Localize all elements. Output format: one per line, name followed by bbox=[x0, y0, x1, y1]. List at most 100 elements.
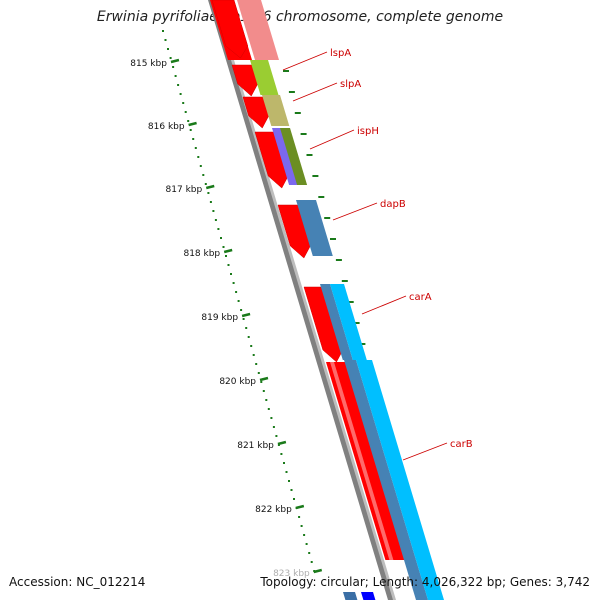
axis-dot bbox=[172, 66, 175, 68]
axis-dot bbox=[300, 525, 303, 527]
axis-dot bbox=[283, 462, 285, 464]
axis-dot bbox=[308, 552, 311, 554]
major-tick bbox=[170, 58, 180, 64]
cds-arrow bbox=[231, 64, 258, 97]
strand-mark bbox=[306, 154, 313, 156]
gene-bar-ispH bbox=[280, 128, 308, 185]
gene-label-dapB: dapB bbox=[380, 199, 406, 210]
gene-bar-slpA bbox=[262, 95, 290, 126]
gene-bar-bottom bbox=[361, 592, 376, 600]
tick-label: 823 kbp bbox=[273, 569, 310, 579]
backbone-line-highlight bbox=[213, 0, 396, 600]
map-title: Erwinia pyrifoliae Ep1/96 chromosome, co… bbox=[96, 9, 504, 25]
axis-dot bbox=[265, 399, 268, 401]
tick-label: 815 kbp bbox=[130, 59, 167, 69]
axis-dot bbox=[197, 156, 200, 158]
axis-dot bbox=[275, 435, 278, 437]
axis-dot bbox=[267, 408, 270, 410]
axis-dot bbox=[252, 354, 255, 356]
axis-dot bbox=[293, 498, 295, 500]
axis-dot bbox=[169, 57, 172, 59]
axis-dot bbox=[199, 165, 202, 167]
major-tick bbox=[277, 440, 287, 446]
axis-dot bbox=[280, 453, 283, 455]
axis-dot bbox=[207, 192, 210, 194]
major-tick bbox=[205, 184, 215, 190]
axis-dot bbox=[270, 417, 273, 419]
tick-label: 818 kbp bbox=[183, 249, 220, 259]
major-tick bbox=[241, 312, 251, 318]
backbone-line bbox=[208, 0, 394, 600]
axis-dot bbox=[192, 138, 195, 140]
gene-label-ispH: ispH bbox=[357, 126, 379, 137]
axis-dot bbox=[204, 183, 207, 185]
axis-dot bbox=[225, 255, 227, 257]
axis-dot bbox=[262, 390, 265, 392]
strand-mark bbox=[347, 301, 354, 303]
axis-dot bbox=[247, 336, 250, 338]
axis-dot bbox=[237, 300, 240, 302]
axis-dot bbox=[232, 282, 235, 284]
axis-dot bbox=[164, 39, 167, 41]
axis-dot bbox=[194, 147, 197, 149]
axis-dot bbox=[242, 318, 245, 320]
axis-dot bbox=[303, 534, 306, 536]
axis-dot bbox=[222, 246, 225, 248]
label-leader-line bbox=[332, 202, 378, 221]
gene-label-carA: carA bbox=[409, 292, 432, 303]
cds-arrow bbox=[277, 204, 311, 259]
cds-arrow bbox=[254, 131, 289, 189]
major-tick bbox=[259, 376, 269, 382]
axis-dot bbox=[162, 30, 164, 32]
axis-dot bbox=[230, 273, 232, 275]
axis-dot bbox=[214, 219, 217, 221]
gene-bar-carA-cds bbox=[320, 284, 353, 360]
gene-label-lspA: lspA bbox=[330, 48, 351, 59]
tick-label: 822 kbp bbox=[255, 505, 292, 515]
cds-highlight bbox=[330, 362, 394, 560]
topology-text: Topology: circular; Length: 4,026,322 bp… bbox=[260, 575, 590, 589]
axis-dot bbox=[305, 543, 308, 545]
axis-dot bbox=[187, 120, 190, 122]
gene-bar-carB bbox=[356, 360, 444, 600]
axis-dot bbox=[245, 327, 248, 329]
tick-label: 817 kbp bbox=[166, 185, 203, 195]
major-tick bbox=[295, 504, 305, 510]
gene-label-slpA: slpA bbox=[340, 79, 361, 90]
axis-dot bbox=[310, 561, 313, 563]
strand-mark bbox=[330, 238, 336, 240]
axis-dot bbox=[179, 93, 182, 95]
gene-bar-bottom bbox=[343, 592, 358, 600]
tick-label: 821 kbp bbox=[237, 441, 274, 451]
gene-bar-dapB bbox=[296, 200, 333, 256]
strand-mark bbox=[288, 91, 295, 93]
label-leader-line bbox=[361, 295, 407, 315]
cds-arrow bbox=[303, 286, 344, 363]
axis-dot bbox=[174, 75, 177, 77]
tick-label: 816 kbp bbox=[148, 122, 185, 132]
major-tick bbox=[223, 248, 233, 254]
axis-dot bbox=[290, 489, 293, 491]
gene-bar-lspA bbox=[250, 60, 279, 95]
strand-mark bbox=[294, 112, 301, 114]
axis-dot bbox=[227, 264, 230, 266]
axis-dot bbox=[298, 516, 301, 518]
strand-mark bbox=[324, 217, 331, 219]
major-tick bbox=[188, 121, 197, 127]
axis-dot bbox=[257, 372, 260, 374]
axis-dot bbox=[217, 228, 220, 230]
axis-dot bbox=[167, 48, 169, 50]
gene-bar-ispH-cds bbox=[272, 128, 300, 185]
axis-dot bbox=[184, 111, 187, 113]
label-leader-line bbox=[292, 82, 338, 102]
label-leader-line bbox=[309, 129, 355, 150]
major-tick bbox=[313, 568, 323, 574]
strand-mark bbox=[300, 133, 307, 135]
tick-label: 820 kbp bbox=[219, 377, 256, 387]
strand-mark bbox=[353, 322, 360, 324]
axis-dot bbox=[209, 201, 212, 203]
axis-dot bbox=[212, 210, 215, 212]
axis-dot bbox=[220, 237, 222, 239]
axis-dot bbox=[202, 174, 205, 176]
